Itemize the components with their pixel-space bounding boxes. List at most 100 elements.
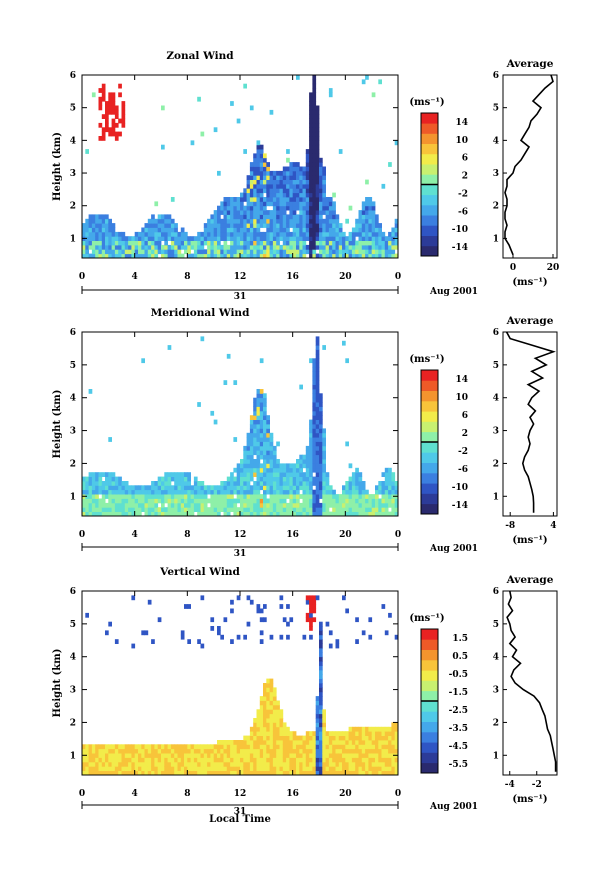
heatmap-cell — [319, 630, 323, 636]
heatmap-cells — [82, 75, 399, 259]
heatmap-cell — [292, 188, 297, 194]
heatmap-cell — [276, 183, 280, 189]
heatmap-cell — [348, 766, 353, 771]
heatmap-cell — [309, 162, 313, 167]
heatmap-cell — [328, 766, 333, 771]
heatmap-cell — [309, 467, 313, 473]
heatmap-cell — [259, 210, 264, 215]
heatmap-cell — [263, 617, 267, 623]
heatmap-cell — [289, 218, 294, 224]
heatmap-cell — [151, 481, 155, 486]
heatmap-cell — [381, 249, 386, 255]
heatmap-cell — [289, 753, 294, 758]
heatmap-cell — [217, 630, 221, 636]
heatmap-cell — [200, 481, 205, 486]
heatmap-cell — [312, 236, 317, 241]
avg-y-tick-label: 5 — [493, 620, 499, 630]
heatmap-cell — [85, 744, 89, 750]
heatmap-cell — [289, 740, 294, 745]
heatmap-cell — [108, 244, 112, 250]
heatmap-cell — [335, 744, 340, 750]
heatmap-cell — [82, 231, 86, 237]
heatmap-cell — [240, 511, 244, 517]
heatmap-cell — [315, 428, 320, 434]
heatmap-cell — [309, 240, 313, 246]
heatmap-cell — [259, 608, 264, 614]
colorbar-swatch — [421, 431, 438, 443]
heatmap-cell — [108, 621, 112, 627]
heatmap-cell — [299, 179, 303, 185]
heatmap-cell — [305, 740, 310, 745]
heatmap-cell — [286, 481, 290, 486]
heatmap-cell — [200, 253, 205, 259]
heatmap-cell — [375, 231, 379, 237]
heatmap-cell — [289, 766, 294, 771]
heatmap-cell — [296, 227, 300, 233]
heatmap-cell — [82, 511, 86, 517]
heatmap-cell — [375, 766, 379, 771]
heatmap-cell — [305, 761, 310, 767]
panel-title: Meridional Wind — [151, 307, 250, 319]
heatmap-cell — [111, 757, 116, 763]
heatmap-cell — [302, 170, 307, 176]
day-label: 31 — [234, 549, 247, 559]
heatmap-cell — [299, 188, 303, 194]
heatmap-cell — [355, 498, 359, 504]
heatmap-cell — [299, 485, 303, 491]
heatmap-cell — [108, 131, 112, 137]
heatmap-cell — [348, 770, 353, 776]
heatmap-cell — [259, 713, 264, 719]
heatmap-cell — [282, 722, 287, 728]
heatmap-cell — [309, 608, 313, 614]
heatmap-cell — [371, 205, 376, 211]
heatmap-cell — [371, 761, 376, 767]
heatmap-cell — [384, 472, 389, 477]
heatmap-cell — [371, 244, 376, 250]
heatmap-cell — [269, 445, 274, 451]
heatmap-cell — [82, 485, 86, 491]
heatmap-cell — [322, 445, 326, 451]
heatmap-cell — [378, 227, 382, 233]
heatmap-cell — [180, 485, 185, 491]
heatmap-cell — [361, 761, 366, 767]
heatmap-cell — [345, 485, 349, 491]
heatmap-cell — [269, 437, 274, 442]
heatmap-cell — [88, 744, 93, 750]
colorbar-unit: (ms⁻¹) — [409, 354, 444, 365]
heatmap-cell — [114, 136, 119, 141]
heatmap-cell — [282, 761, 287, 767]
heatmap-cell — [226, 507, 231, 512]
heatmap-cell — [276, 236, 280, 241]
heatmap-cell — [213, 244, 218, 250]
heatmap-cell — [82, 748, 86, 754]
heatmap-cell — [243, 481, 247, 486]
heatmap-cell — [309, 428, 313, 434]
heatmap-cell — [299, 218, 303, 224]
heatmap-cell — [266, 459, 270, 464]
average-line — [504, 74, 554, 256]
heatmap-cell — [249, 494, 254, 499]
heatmap-cell — [105, 753, 109, 758]
heatmap-cell — [256, 489, 261, 495]
heatmap-cell — [259, 476, 264, 482]
heatmap-cell — [98, 753, 103, 758]
heatmap-cell — [322, 748, 326, 754]
heatmap-cell — [200, 489, 205, 495]
heatmap-cell — [249, 511, 254, 517]
heatmap-cell — [200, 770, 205, 776]
heatmap-cell — [210, 757, 215, 763]
heatmap-cell — [263, 188, 267, 194]
heatmap-cell — [388, 485, 392, 491]
heatmap-cell — [263, 744, 267, 750]
heatmap-cell — [348, 244, 353, 250]
heatmap-cell — [124, 770, 129, 776]
heatmap-cell — [345, 511, 349, 517]
heatmap-cell — [246, 244, 251, 250]
heatmap-cell — [151, 485, 155, 491]
heatmap-cell — [371, 218, 376, 224]
heatmap-cell — [128, 236, 132, 241]
heatmap-cell — [355, 240, 359, 246]
heatmap-cell — [246, 489, 251, 495]
heatmap-cell — [332, 735, 336, 741]
